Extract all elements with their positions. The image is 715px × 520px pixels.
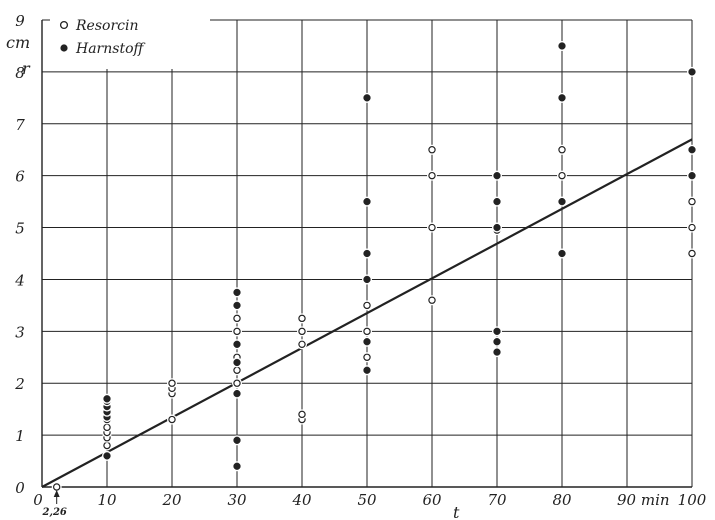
- x-tick-label: 20: [161, 491, 182, 509]
- resorcin-point: [298, 327, 306, 336]
- x-tick-label: 30: [227, 491, 247, 509]
- y-tick-label: 6: [15, 168, 25, 186]
- resorcin-point: [52, 483, 61, 491]
- y-tick-label: 3: [15, 323, 25, 341]
- x-tick-label: 90 min: [617, 491, 670, 509]
- resorcin-point: [233, 366, 241, 374]
- resorcin-point: [298, 340, 306, 349]
- x-axis-label: t: [453, 503, 460, 520]
- resorcin-point: [233, 327, 241, 336]
- harnstoff-point: [493, 348, 501, 356]
- resorcin-point: [103, 423, 111, 432]
- x-tick-label: 60: [422, 491, 442, 509]
- resorcin-point: [363, 301, 371, 310]
- resorcin-point: [558, 146, 566, 154]
- harnstoff-point: [363, 338, 371, 346]
- legend-label-harnstoff: Harnstoff: [75, 41, 146, 57]
- resorcin-point: [688, 197, 696, 206]
- resorcin-point: [103, 441, 111, 450]
- y-tick-label: 9: [15, 12, 25, 30]
- resorcin-point: [363, 353, 371, 361]
- x-tick-label: 50: [357, 491, 377, 509]
- data-points: [51, 40, 697, 492]
- harnstoff-point: [558, 42, 566, 50]
- harnstoff-point: [493, 223, 501, 232]
- resorcin-point: [558, 171, 566, 180]
- harnstoff-point: [558, 197, 566, 206]
- harnstoff-point: [558, 94, 566, 102]
- x-tick-label: 100: [678, 491, 707, 509]
- harnstoff-point: [688, 146, 696, 154]
- resorcin-point: [688, 223, 696, 232]
- resorcin-point: [428, 296, 436, 304]
- annotation-2-26: 2,26: [42, 490, 67, 518]
- annotation-label: 2,26: [42, 507, 67, 518]
- harnstoff-point: [103, 452, 111, 460]
- y-tick-label: 7: [15, 116, 25, 134]
- tick-labels: 0 10 20 30 40 50 60 70 80 90 min 100 0 1 2 3 4 5 6 7 8 9: [14, 12, 707, 509]
- harnstoff-point: [493, 172, 501, 180]
- resorcin-point: [298, 314, 306, 323]
- harnstoff-point: [233, 288, 241, 297]
- x-tick-label: 40: [291, 491, 312, 509]
- y-tick-label: 0: [15, 479, 25, 497]
- harnstoff-point: [493, 197, 501, 206]
- y-tick-label: 8: [15, 64, 25, 82]
- y-tick-label: 5: [15, 220, 25, 238]
- harnstoff-point: [233, 301, 241, 310]
- resorcin-point: [688, 249, 696, 258]
- y-axis-label: r: [22, 59, 31, 78]
- legend-marker-resorcin: [59, 20, 69, 30]
- harnstoff-point: [233, 389, 241, 398]
- harnstoff-point: [363, 249, 371, 258]
- resorcin-point: [428, 223, 436, 232]
- resorcin-point: [298, 410, 306, 419]
- resorcin-point: [428, 146, 436, 154]
- harnstoff-point: [233, 436, 241, 444]
- x-tick-label: 70: [487, 491, 507, 509]
- harnstoff-point: [688, 172, 696, 180]
- legend-background: [50, 13, 210, 69]
- harnstoff-point: [363, 197, 371, 206]
- resorcin-point: [168, 379, 176, 387]
- resorcin-point: [428, 171, 436, 180]
- fit-line-group: [41, 138, 693, 488]
- resorcin-point: [233, 314, 241, 323]
- harnstoff-point: [363, 366, 371, 374]
- harnstoff-point: [233, 358, 241, 367]
- y-tick-label: 2: [14, 375, 25, 393]
- y-tick-label: 1: [15, 427, 25, 445]
- harnstoff-point: [493, 338, 501, 346]
- x-tick-label: 0: [33, 491, 43, 509]
- x-tick-label: 80: [552, 491, 572, 509]
- resorcin-point: [233, 379, 241, 387]
- annotation-arrow-head: [53, 490, 60, 497]
- harnstoff-point: [233, 462, 241, 470]
- harnstoff-point: [558, 249, 566, 258]
- harnstoff-point: [233, 340, 241, 348]
- legend-marker-harnstoff: [60, 44, 68, 52]
- harnstoff-point: [363, 94, 371, 102]
- resorcin-point: [168, 415, 176, 424]
- y-unit-label: cm: [6, 33, 30, 52]
- fit-line: [41, 138, 693, 488]
- resorcin-point: [363, 327, 371, 336]
- harnstoff-point: [493, 327, 501, 335]
- harnstoff-point: [103, 395, 111, 403]
- legend-label-resorcin: Resorcin: [75, 18, 138, 34]
- x-tick-label: 10: [97, 491, 117, 509]
- y-tick-label: 4: [14, 271, 25, 289]
- legend: Resorcin Harnstoff: [59, 18, 146, 57]
- harnstoff-point: [688, 68, 696, 76]
- harnstoff-point: [363, 275, 371, 284]
